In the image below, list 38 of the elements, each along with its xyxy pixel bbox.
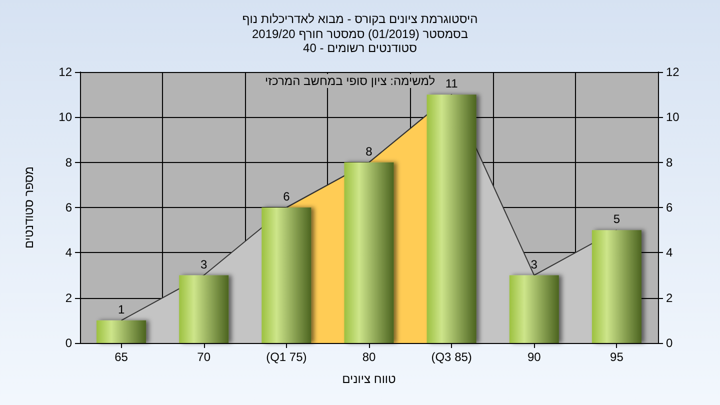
y-tick-label: 0: [65, 336, 72, 350]
x-tick-label: 90: [527, 350, 542, 364]
y-tick-label: 4: [65, 246, 72, 260]
data-label: 6: [283, 190, 290, 204]
data-label: 8: [366, 144, 373, 158]
y-tick-label: 6: [65, 200, 72, 214]
bar: [509, 275, 559, 343]
y-tick-label: 2: [65, 290, 72, 305]
y2-tick-label: 4: [666, 246, 673, 260]
data-label: 3: [200, 257, 208, 272]
y-tick-label: 8: [65, 155, 72, 170]
y2-tick-label: 6: [666, 200, 673, 214]
bar: [96, 320, 146, 343]
bar: [262, 208, 312, 343]
bar: [179, 275, 229, 343]
x-tick-label: 70: [197, 350, 211, 364]
x-axis-title: טווח ציונים: [342, 372, 396, 386]
x-tick-label: 65: [114, 350, 128, 364]
chart-subtitle: בסמסטר (01/2019) סמסטר חורף 2019/20 סטודנטים רשומים - 40: [252, 27, 468, 55]
y-axis-title: מספר סטודנטים: [22, 166, 36, 249]
x-tick-label: (Q3 85): [431, 350, 472, 364]
y2-tick-label: 12: [666, 65, 680, 79]
data-label: 3: [530, 257, 538, 272]
y2-tick-label: 10: [666, 110, 680, 124]
x-tick-label: 80: [362, 350, 376, 364]
data-label: 5: [613, 212, 620, 226]
bar: [592, 230, 642, 343]
data-label: 11: [445, 76, 458, 91]
annotation: למשימה: ציון סופי במחשב המרכזי: [265, 74, 436, 88]
y-tick-label: 12: [58, 65, 72, 79]
data-label: 1: [118, 302, 125, 316]
x-tick-label: 95: [610, 350, 624, 364]
y-tick-label: 10: [58, 110, 72, 124]
y2-tick-label: 8: [666, 155, 673, 170]
chart-title: היסטוגרמת ציונים בקורס - מבוא לאדריכלות נוף: [242, 12, 478, 26]
x-tick-label: (Q1 75): [266, 350, 307, 364]
y2-tick-label: 0: [666, 336, 673, 350]
y2-tick-label: 2: [666, 290, 673, 305]
